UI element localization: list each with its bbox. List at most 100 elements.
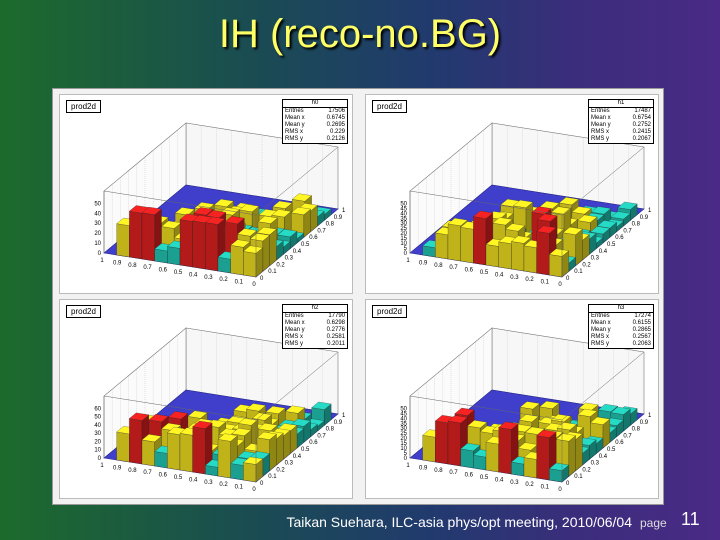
x-tick-label: 0.5: [480, 475, 489, 481]
x-tick-label: 0.6: [465, 268, 474, 274]
plot-tag: prod2d: [66, 100, 101, 113]
bar-top: [243, 245, 264, 254]
stats-label: Mean x: [591, 320, 611, 326]
y-tick-label: 1: [648, 413, 652, 419]
bar-top: [168, 411, 189, 420]
x-tick-label: 0.5: [480, 270, 489, 276]
bar-top: [597, 404, 618, 412]
bar-top: [237, 228, 258, 237]
stats-box: h3 Entries 17274 Mean x 0.6155 Mean y 0.2865 R…: [588, 304, 654, 349]
bar-top: [256, 431, 277, 440]
y-tick-label: 0.5: [301, 447, 310, 453]
stats-value: 0.2415: [632, 129, 651, 135]
z-tick-label: 30: [400, 426, 407, 432]
x-tick-label: 0.9: [419, 260, 428, 266]
z-tick-label: 50: [94, 201, 101, 207]
bar-front: [141, 212, 155, 262]
stats-row: RMS x 0.2567: [589, 334, 653, 341]
y-tick-label: 0.7: [317, 228, 326, 234]
z-tick-label: 25: [400, 431, 407, 437]
bar-top: [311, 401, 332, 410]
z-tick-label: 50: [400, 201, 407, 207]
bar-top: [230, 239, 251, 248]
bar-top: [231, 427, 252, 436]
stats-value: 0.6745: [326, 115, 345, 121]
y-tick-label: 0.2: [582, 467, 591, 473]
bar-front: [435, 420, 449, 465]
bar-front: [523, 457, 537, 479]
bar-front: [141, 439, 155, 467]
z-tick-label: 35: [400, 216, 407, 222]
slide-footer: Taikan Suehara, ILC-asia phys/opt meetin…: [286, 514, 632, 530]
bar-front: [473, 454, 487, 471]
x-tick-label: 0: [252, 487, 256, 493]
stats-label: Entries: [591, 313, 610, 319]
bar-front: [179, 219, 193, 268]
z-tick-label: 0: [404, 251, 408, 257]
bar-top: [217, 433, 238, 442]
stats-hist-name: h0: [283, 100, 347, 108]
plot-tag: prod2d: [372, 305, 407, 318]
bar-front: [167, 246, 181, 266]
page-label: page: [640, 516, 667, 530]
stats-value: 0.2865: [632, 327, 651, 333]
stats-label: RMS y: [285, 136, 303, 142]
bar-side: [262, 235, 270, 272]
bar-top: [505, 223, 526, 232]
stats-row: RMS x 0.2415: [589, 129, 653, 136]
page-number: 11: [681, 509, 700, 529]
y-tick-label: 0.5: [607, 242, 616, 248]
stats-box: h1 Entries 17487 Mean x 0.6754 Mean y 0.2752 R…: [588, 99, 654, 144]
bar-top: [492, 217, 513, 226]
stats-label: Mean y: [591, 122, 611, 128]
bar-top: [148, 414, 169, 423]
bar-front: [116, 431, 130, 463]
y-tick-label: 0.4: [293, 454, 302, 460]
bar-top: [257, 215, 278, 224]
x-tick-label: 0.2: [525, 277, 534, 283]
stats-row: RMS x 0.2581: [283, 334, 347, 341]
x-tick-label: 0.1: [235, 280, 244, 286]
bar-top: [291, 193, 312, 202]
bar-top: [249, 233, 270, 242]
bar-top: [290, 418, 311, 427]
histogram-panel-h0: 50 40 30 20 10 0 1 0.9 0.8 0.7 0.6 0.5 0.4 0.3 0.2 0.1 0…: [59, 94, 353, 294]
bar-top: [213, 199, 234, 207]
stats-box: h0 Entries 17506 Mean x 0.6745 Mean y 0.2695 R…: [282, 99, 348, 144]
z-tick-label: 10: [94, 241, 101, 247]
stats-hist-name: h1: [589, 100, 653, 108]
y-tick-label: 0: [566, 276, 570, 282]
z-tick-label: 40: [400, 416, 407, 422]
x-tick-label: 0.6: [159, 268, 168, 274]
x-tick-label: 0: [558, 487, 562, 493]
bar-top: [590, 416, 611, 425]
y-tick-label: 0.2: [276, 467, 285, 473]
bar-front: [447, 223, 461, 262]
bar-top: [571, 206, 592, 215]
z-tick-label: 15: [400, 236, 407, 242]
x-tick-label: 0.5: [174, 270, 183, 276]
stats-hist-name: h2: [283, 305, 347, 313]
z-tick-label: 0: [98, 251, 102, 257]
z-tick-label: 30: [94, 431, 101, 437]
bar-front: [511, 241, 525, 272]
x-tick-label: 0.2: [219, 482, 228, 488]
frame-line: [255, 146, 339, 216]
histogram-figure: 50 40 30 20 10 0 1 0.9 0.8 0.7 0.6 0.5 0.4 0.3 0.2 0.1 0…: [52, 88, 664, 505]
bar-top: [467, 420, 488, 429]
bar-front: [243, 251, 257, 278]
stats-value: 17487: [634, 108, 651, 114]
x-tick-label: 0.7: [143, 265, 152, 271]
bar-front: [523, 245, 537, 274]
bar-front: [498, 241, 512, 270]
stats-value: 0.6155: [632, 320, 651, 326]
z-tick-label: 50: [94, 415, 101, 421]
y-tick-label: 0.9: [640, 420, 649, 426]
x-tick-label: 0.3: [510, 275, 519, 281]
bar-top: [617, 201, 638, 210]
y-tick-label: 0.8: [632, 222, 641, 228]
bar-top: [537, 213, 558, 222]
stats-row: RMS y 0.2126: [283, 136, 347, 143]
